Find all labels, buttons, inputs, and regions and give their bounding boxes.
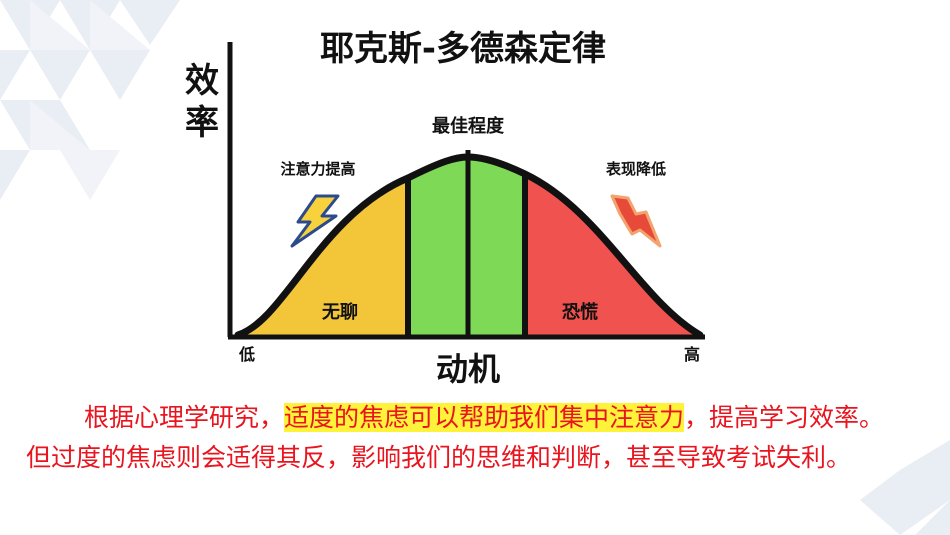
zone-panic-fill — [525, 174, 700, 335]
diagram-title: 耶克斯-多德森定律 — [320, 29, 606, 69]
zone-boredom-label: 无聊 — [322, 301, 358, 323]
y-axis-label-char-2: 率 — [185, 103, 219, 143]
y-axis-label-char-1: 效 — [185, 61, 219, 101]
zone-panic-label: 恐慌 — [562, 301, 598, 323]
decoration-triangles-top-left-light — [30, 0, 150, 200]
zone-boredom-fill — [238, 178, 408, 335]
rise-label: 注意力提高 — [280, 160, 355, 178]
explanation-paragraph: 根据心理学研究，适度的焦虑可以帮助我们集中注意力，提高学习效率。但过度的焦虑则会… — [26, 398, 906, 478]
paragraph-highlight: 适度的焦虑可以帮助我们集中注意力 — [284, 403, 685, 432]
fall-label: 表现降低 — [606, 160, 666, 178]
lightning-down-icon — [610, 194, 662, 248]
paragraph-part-1: 根据心理学研究， — [84, 403, 285, 432]
x-axis-high-label: 高 — [684, 345, 700, 364]
peak-label: 最佳程度 — [432, 115, 505, 137]
yerkes-dodson-diagram: 耶克斯-多德森定律 效 率 最佳程度 注意力提高 表现降低 无聊 恐慌 低 高 … — [185, 29, 705, 388]
paragraph-part-2: ，提高学习效率。但过度的焦虑则会适得其反，影响我们的思维和判断，甚至导致考试失利… — [26, 403, 885, 472]
x-axis-low-label: 低 — [238, 345, 255, 364]
decoration-triangles-bottom-right — [860, 440, 950, 535]
x-axis-label: 动机 — [436, 350, 500, 388]
lightning-up-icon — [290, 194, 340, 248]
